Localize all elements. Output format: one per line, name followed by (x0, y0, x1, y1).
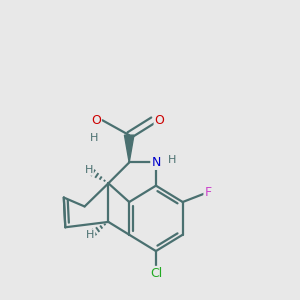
Text: O: O (91, 114, 101, 127)
Text: H: H (85, 165, 93, 175)
Text: N: N (151, 156, 160, 169)
Text: H: H (86, 230, 95, 240)
Text: O: O (154, 114, 164, 127)
Polygon shape (124, 135, 134, 163)
Text: H: H (90, 133, 98, 142)
Text: H: H (168, 155, 176, 165)
Text: F: F (204, 186, 211, 199)
Text: Cl: Cl (150, 267, 162, 280)
